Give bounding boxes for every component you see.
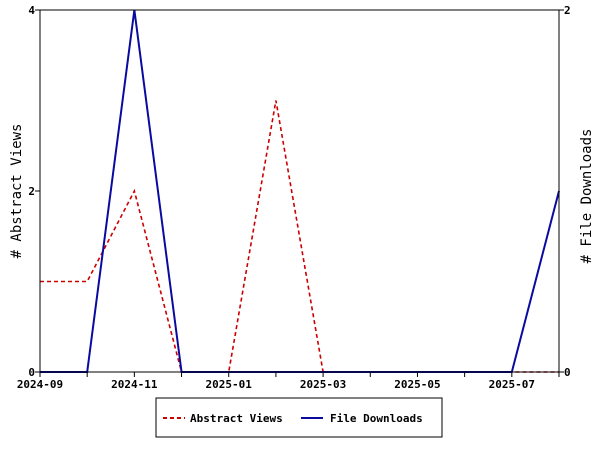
legend-label-abstract-views: Abstract Views <box>190 412 283 425</box>
y-left-axis-title: # Abstract Views <box>9 124 25 259</box>
axis-layer: 2024-09 2024-11 2025-01 2025-03 2025-05 2025-… <box>17 4 571 391</box>
y-left-tick-label: 2 <box>28 185 35 198</box>
y-left-tick-label: 0 <box>28 366 35 379</box>
legend-label-file-downloads: File Downloads <box>330 412 423 425</box>
x-tick-label: 2025-07 <box>489 378 535 391</box>
x-tick-label: 2025-05 <box>394 378 440 391</box>
plot-layer <box>40 9 560 373</box>
x-tick-label: 2025-03 <box>300 378 346 391</box>
legend-box <box>155 397 443 438</box>
plot-frame <box>39 9 560 373</box>
legend: Abstract Views File Downloads <box>155 397 443 438</box>
y-right-tick-label: 0 <box>564 366 571 379</box>
y-right-axis-title: # File Downloads <box>579 129 595 264</box>
y-right-tick-label: 2 <box>564 4 571 17</box>
x-tick-label: 2024-09 <box>17 378 63 391</box>
series-line-file-downloads <box>40 9 560 373</box>
y-left-tick-label: 4 <box>28 4 35 17</box>
x-tick-label: 2025-01 <box>206 378 253 391</box>
x-tick-label: 2024-11 <box>111 378 158 391</box>
